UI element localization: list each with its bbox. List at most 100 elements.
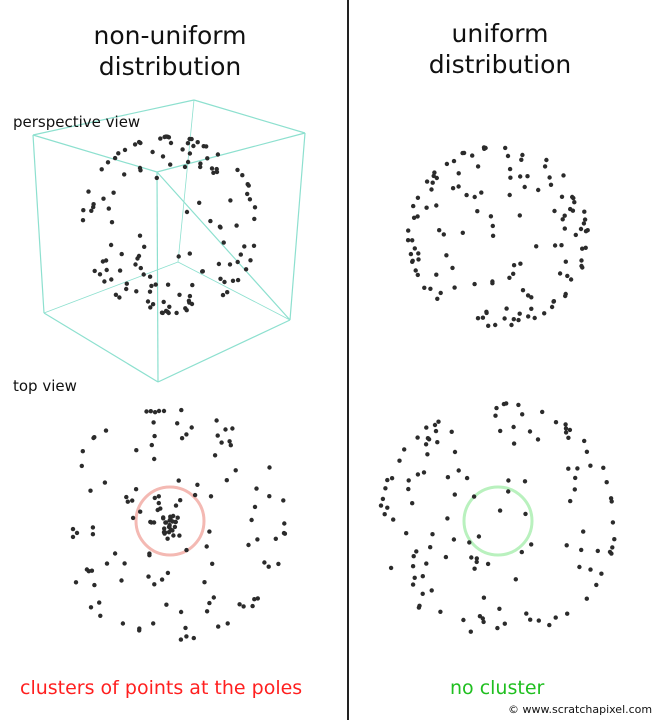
point: [149, 283, 154, 289]
point: [517, 311, 522, 316]
point: [575, 466, 580, 471]
point: [416, 257, 421, 262]
point: [282, 521, 287, 526]
point: [588, 463, 593, 468]
point: [430, 532, 435, 537]
point: [106, 206, 112, 211]
point: [162, 526, 167, 531]
cube-edge: [156, 171, 291, 321]
point: [542, 311, 547, 316]
point: [230, 426, 235, 431]
point: [502, 621, 507, 626]
point: [211, 170, 216, 175]
point: [540, 409, 545, 415]
point: [444, 253, 449, 258]
point: [551, 299, 556, 304]
point: [505, 153, 511, 159]
point: [187, 136, 192, 142]
point: [224, 478, 229, 483]
point: [594, 582, 599, 588]
point: [171, 513, 176, 519]
right-title-line2: distribution: [428, 50, 572, 79]
left-title-line1: non-uniform: [93, 21, 247, 50]
top-view-label: top view: [13, 377, 77, 395]
point: [413, 268, 418, 273]
point: [89, 208, 94, 213]
point: [428, 545, 433, 550]
point: [475, 164, 481, 169]
point: [581, 221, 587, 226]
point: [228, 443, 233, 448]
point: [255, 596, 260, 601]
point: [122, 147, 128, 153]
point: [134, 289, 139, 294]
point: [122, 561, 127, 566]
point: [469, 555, 474, 560]
point: [80, 218, 86, 223]
point: [234, 223, 239, 228]
point: [450, 265, 455, 271]
point: [179, 407, 184, 413]
point: [147, 553, 152, 558]
point: [132, 142, 138, 147]
point: [583, 245, 588, 250]
point: [252, 597, 257, 602]
point: [468, 629, 473, 634]
point: [266, 564, 271, 569]
point: [150, 302, 156, 307]
point: [580, 246, 585, 251]
point: [610, 545, 615, 550]
point: [411, 215, 417, 220]
point: [214, 418, 219, 423]
point: [120, 621, 126, 626]
point: [81, 208, 86, 213]
point: [99, 167, 104, 172]
point: [434, 203, 439, 208]
point: [467, 540, 472, 545]
point: [570, 194, 575, 200]
point: [509, 322, 514, 328]
point: [477, 614, 483, 619]
point: [223, 427, 228, 432]
point: [175, 515, 180, 520]
point: [557, 271, 563, 276]
point: [451, 537, 457, 542]
point: [182, 164, 188, 170]
point: [178, 498, 183, 503]
point: [432, 422, 438, 428]
point: [130, 515, 136, 521]
point: [247, 197, 253, 202]
point: [124, 281, 129, 286]
point: [522, 479, 528, 484]
point: [511, 441, 517, 446]
point: [471, 494, 477, 499]
point: [415, 214, 420, 219]
point: [565, 611, 570, 616]
point: [70, 526, 76, 532]
point: [163, 134, 169, 139]
point: [149, 520, 154, 525]
point: [281, 530, 287, 536]
point: [133, 487, 139, 492]
point: [98, 613, 103, 618]
point: [113, 292, 119, 297]
point: [542, 164, 548, 169]
point: [109, 277, 114, 282]
point: [159, 577, 165, 582]
point: [117, 295, 122, 300]
point: [518, 174, 523, 179]
point: [281, 498, 286, 503]
point: [563, 259, 568, 264]
point: [195, 140, 200, 145]
left-title-line2: distribution: [98, 52, 242, 81]
point: [220, 292, 226, 298]
point: [609, 551, 614, 556]
point: [161, 515, 166, 520]
point: [578, 226, 584, 232]
point: [103, 428, 109, 433]
point: [412, 246, 417, 251]
point: [267, 465, 272, 470]
point: [516, 402, 521, 408]
point: [112, 551, 118, 556]
point: [472, 281, 477, 287]
